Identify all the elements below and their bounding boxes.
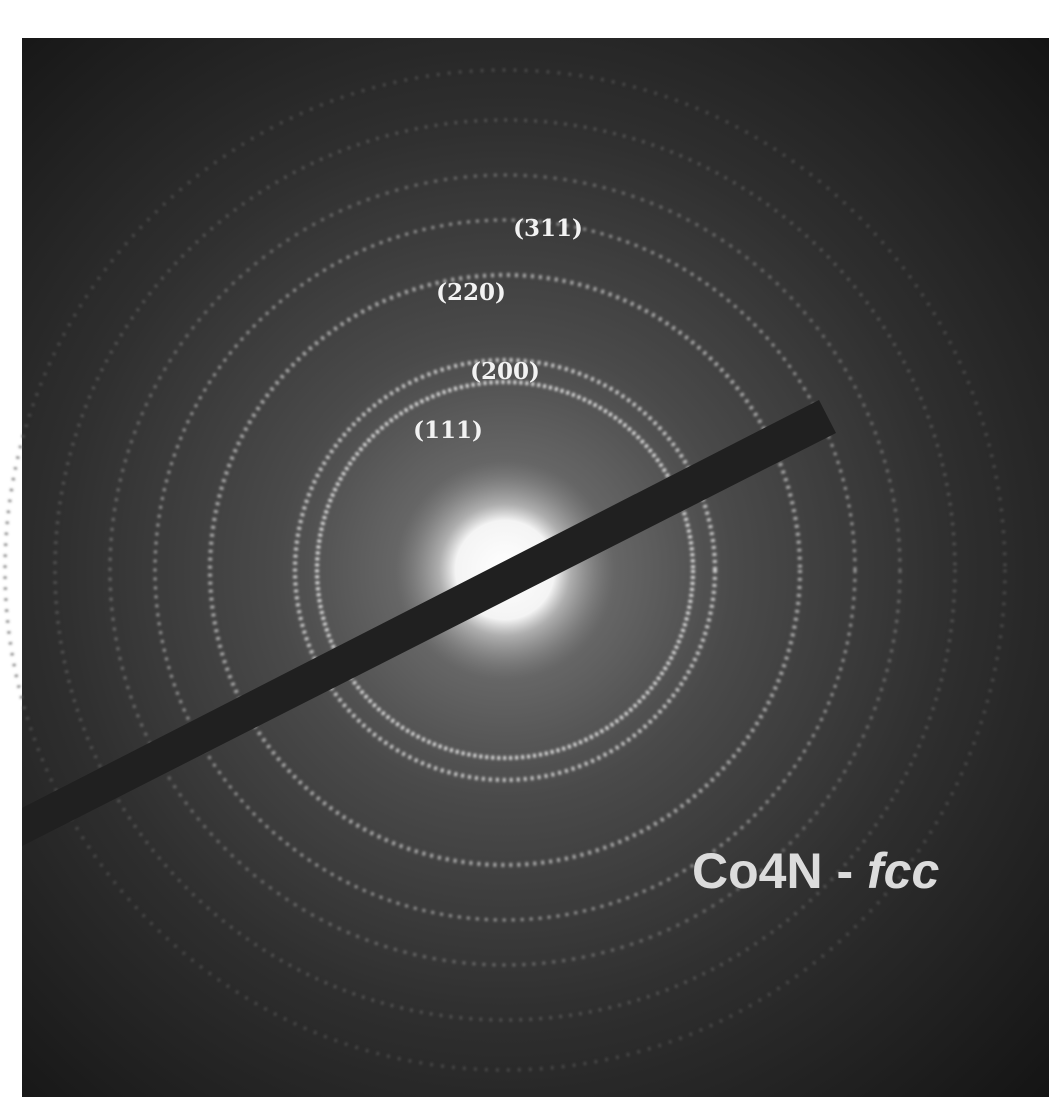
phase-structure: fcc: [867, 843, 939, 899]
ring-label: (311): [513, 215, 583, 242]
diffraction-image: (311) (220) (200) (111) Co4N - fcc: [0, 0, 1049, 1097]
ring-label: (111): [413, 417, 483, 444]
phase-formula: Co4N -: [692, 843, 867, 899]
ring-label: (200): [470, 358, 540, 385]
phase-label: Co4N - fcc: [692, 843, 939, 899]
ring-label: (220): [436, 279, 506, 306]
page: (311) (220) (200) (111) Co4N - fcc (() =…: [0, 0, 1049, 1097]
